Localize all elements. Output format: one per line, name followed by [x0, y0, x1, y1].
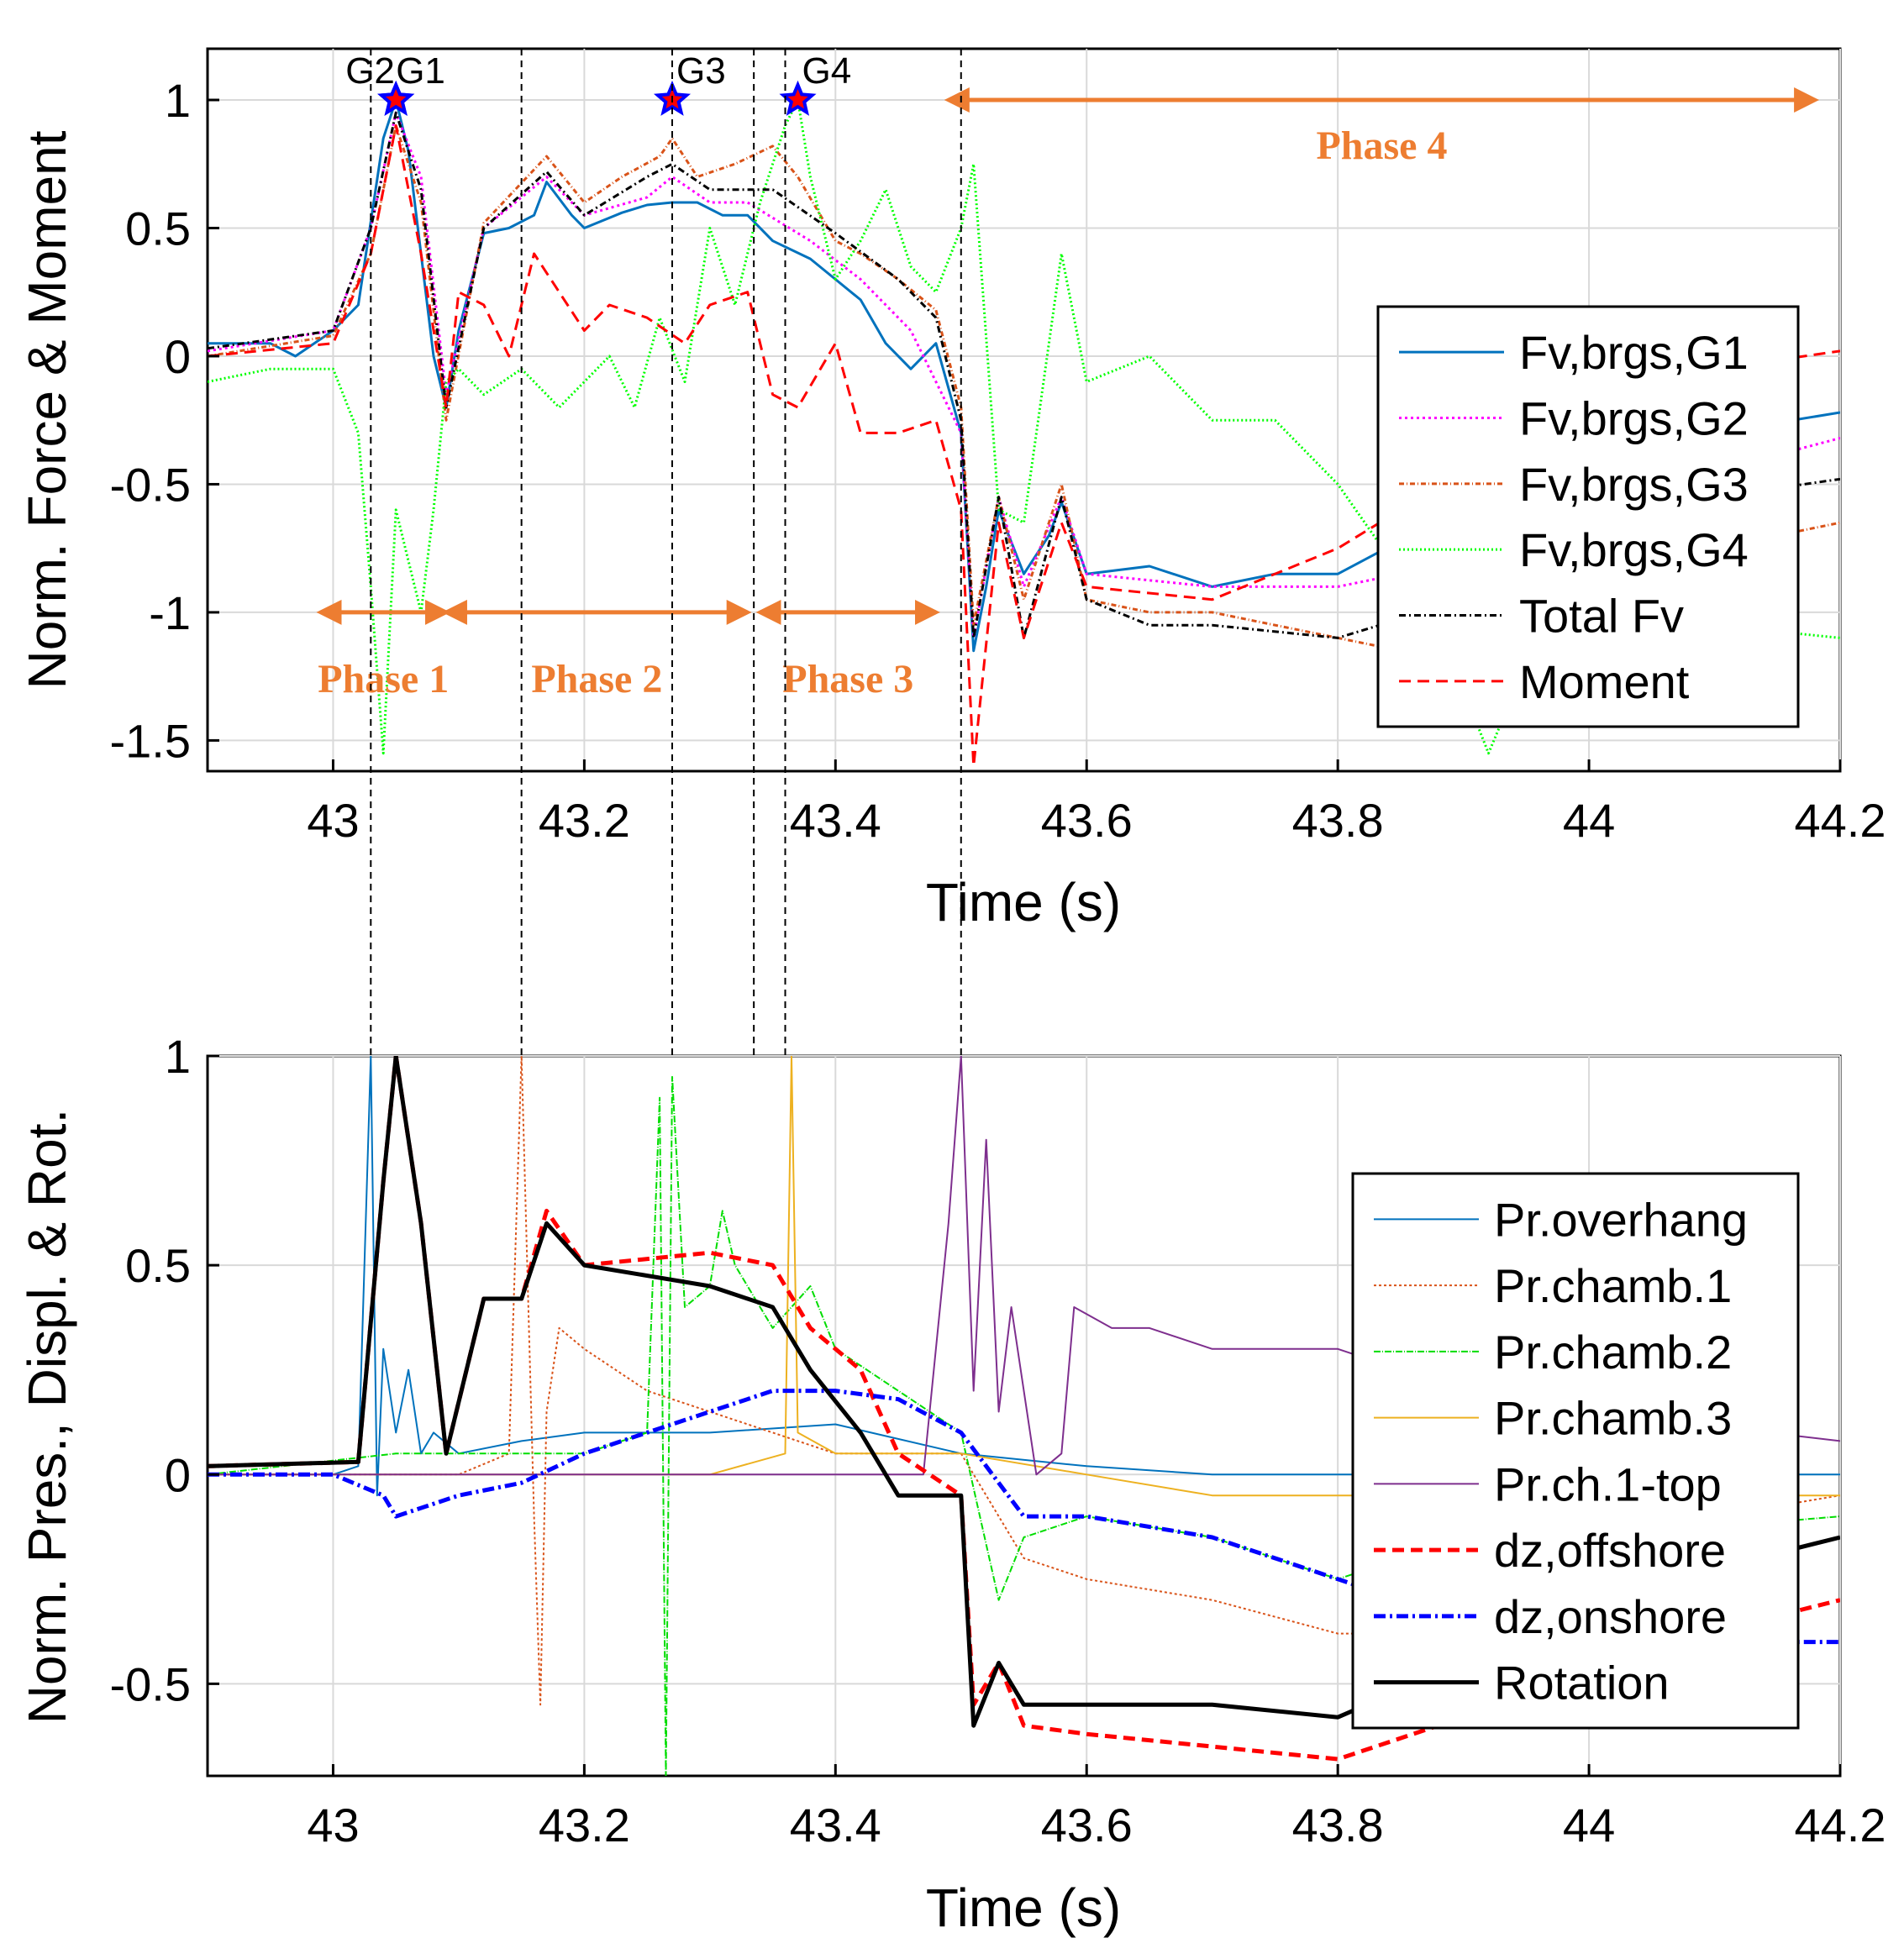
series-line-fv-brgs-g1: [208, 98, 1840, 653]
bottom-series: [208, 1056, 1840, 1776]
series-line-moment: [208, 124, 1840, 768]
top-x-ticks: 43 43.2 43.4 43.6 43.8 44 44.2: [307, 759, 1886, 847]
legend-label: Fv,brgs,G4: [1519, 523, 1749, 576]
x-tick-label: 44: [1563, 1799, 1615, 1851]
phase-label: Phase 4: [1316, 123, 1447, 168]
x-tick-label: 43.2: [539, 1799, 630, 1851]
legend-box: [1376, 305, 1800, 728]
pressure-displacement-chart: 43 43.2 43.4 43.6 43.8 44 44.2 1 0.5 0 -0.5 Time …: [17, 1030, 1886, 1938]
series-line-dz-onshore: [208, 1389, 1840, 1645]
y-tick-label: 1: [165, 74, 191, 127]
phase-label: Phase 3: [782, 657, 913, 701]
legend-label: dz,offshore: [1494, 1524, 1726, 1577]
legend-label: Pr.chamb.2: [1494, 1326, 1732, 1379]
phase-label: Phase 2: [531, 657, 662, 701]
y-tick-label: -1.5: [110, 714, 192, 767]
x-tick-label: 44: [1563, 794, 1615, 847]
marker-label: G3: [676, 50, 726, 92]
top-markers: G2 G1 G3 G4: [345, 50, 851, 116]
top-x-axis-label: Time (s): [926, 872, 1121, 932]
x-tick-label: 44.2: [1795, 1799, 1886, 1851]
star-marker: [377, 80, 415, 116]
star-marker: [779, 80, 817, 116]
bottom-y-ticks: 1 0.5 0 -0.5: [110, 1030, 219, 1710]
legend-label: Fv,brgs,G2: [1519, 392, 1749, 445]
legend-label: Fv,brgs,G3: [1519, 458, 1749, 511]
x-tick-label: 43.6: [1041, 1799, 1133, 1851]
phase-annotations: Phase 1 Phase 2 Phase 3 Phase 4: [316, 87, 1820, 701]
bottom-x-ticks: 43 43.2 43.4 43.6 43.8 44 44.2: [307, 1764, 1886, 1851]
x-tick-label: 43.8: [1292, 794, 1384, 847]
bottom-y-axis-label: Norm. Pres., Displ. & Rot.: [17, 1109, 77, 1725]
phase-label: Phase 1: [318, 657, 449, 701]
y-tick-label: 0: [165, 1448, 191, 1501]
legend-label: Pr.ch.1-top: [1494, 1457, 1722, 1510]
top-legend: Fv,brgs,G1 Fv,brgs,G2 Fv,brgs,G3 Fv,brgs,G4…: [1376, 305, 1800, 728]
x-tick-label: 43.4: [790, 794, 881, 847]
y-tick-label: 0.5: [125, 202, 191, 255]
y-tick-label: 1: [165, 1030, 191, 1083]
x-tick-label: 43.4: [790, 1799, 881, 1851]
legend-label: Total Fv: [1519, 590, 1684, 643]
legend-label: Moment: [1519, 655, 1690, 708]
legend-label: Pr.chamb.1: [1494, 1259, 1732, 1312]
series-line-total-fv: [208, 111, 1840, 639]
legend-label: Rotation: [1494, 1657, 1670, 1710]
marker-label: G1: [396, 50, 445, 92]
series-line-fv-brgs-g3: [208, 124, 1840, 665]
series-line-pr-ch-1-top: [208, 1056, 1840, 1476]
bottom-x-axis-label: Time (s): [926, 1878, 1121, 1938]
force-moment-chart: 43 43.2 43.4 43.6 43.8 44 44.2 1 0.5 0 -0.5 -1 -1.5…: [17, 47, 1886, 932]
x-tick-label: 43: [307, 1799, 359, 1851]
legend-label: Pr.overhang: [1494, 1193, 1748, 1246]
y-tick-label: -0.5: [110, 458, 192, 511]
y-tick-label: 0: [165, 330, 191, 383]
x-tick-label: 43.2: [539, 794, 630, 847]
y-tick-label: 0.5: [125, 1239, 191, 1292]
top-y-ticks: 1 0.5 0 -0.5 -1 -1.5: [110, 74, 219, 767]
y-tick-label: -0.5: [110, 1657, 192, 1710]
top-y-axis-label: Norm. Force & Moment: [17, 130, 77, 689]
legend-box: [1351, 1172, 1800, 1730]
series-line-rotation: [208, 1056, 1840, 1728]
marker-label: G4: [802, 50, 851, 92]
bottom-legend: Pr.overhang Pr.chamb.1 Pr.chamb.2 Pr.chamb.…: [1351, 1172, 1800, 1730]
legend-label: Pr.chamb.3: [1494, 1392, 1732, 1445]
x-tick-label: 43: [307, 794, 359, 847]
x-tick-label: 43.8: [1292, 1799, 1384, 1851]
legend-label: dz,onshore: [1494, 1590, 1727, 1643]
y-tick-label: -1: [149, 586, 191, 639]
x-tick-label: 43.6: [1041, 794, 1133, 847]
legend-label: Fv,brgs,G1: [1519, 326, 1749, 379]
x-tick-label: 44.2: [1795, 794, 1886, 847]
event-guide-lines: [370, 49, 962, 1056]
series-line-fv-brgs-g2: [208, 111, 1840, 639]
